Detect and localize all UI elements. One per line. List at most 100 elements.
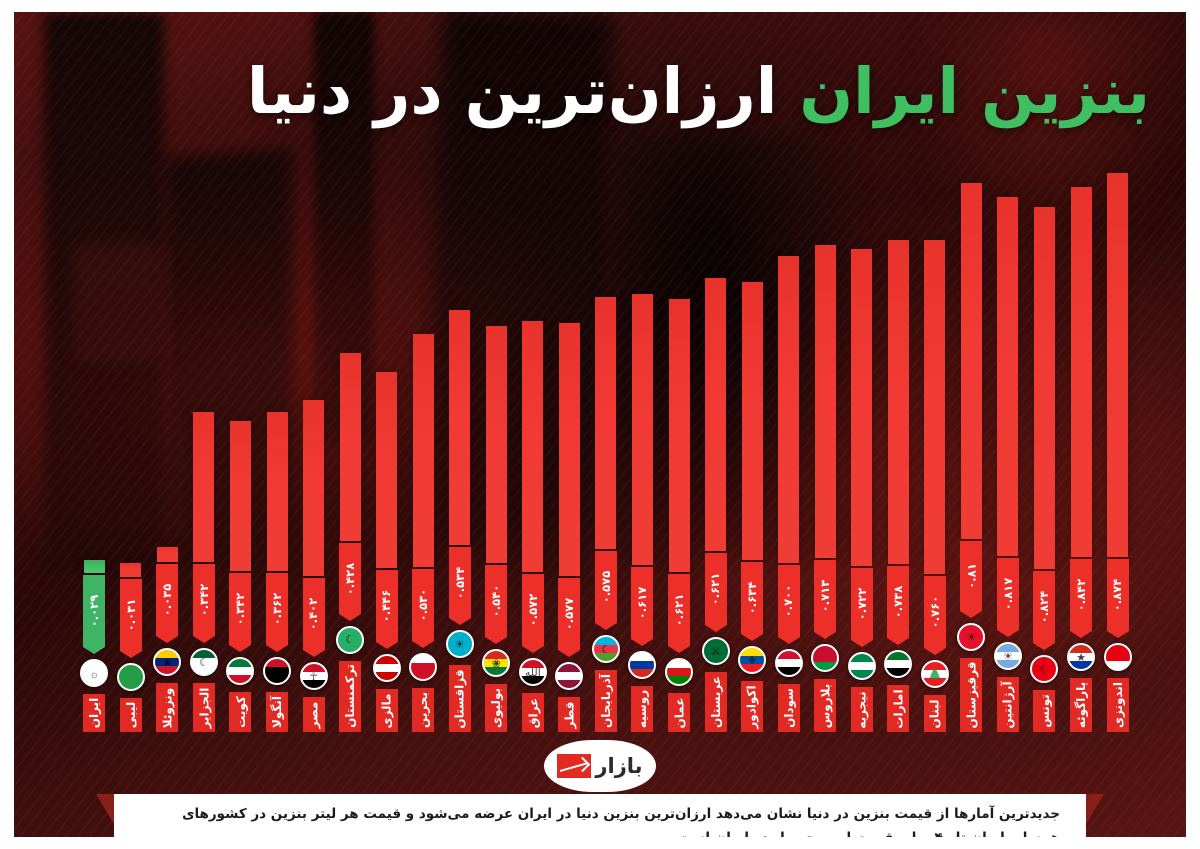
flag-belarus: [811, 644, 840, 672]
bar-russia: [631, 294, 653, 565]
bar-area: [1099, 162, 1136, 557]
value-label-pennant: ۰.۳۶۲: [266, 573, 288, 652]
bar-area: [880, 169, 917, 564]
value-label-pennant: ۰.۸۱: [960, 540, 983, 618]
flag-emblem-icon: ۞: [91, 666, 98, 680]
country-label-tunisia: تونس: [1033, 690, 1056, 732]
flag-iraq: الله: [518, 658, 547, 686]
country-label-text: امارات: [891, 688, 906, 729]
bar-area: [76, 178, 113, 573]
bar-kuwait: [229, 420, 251, 571]
country-label-turkmenistan: ترکمنستان: [339, 660, 362, 732]
flag-angola: ★: [263, 657, 291, 685]
bar-area: [295, 181, 332, 576]
bar-nigeria: [851, 249, 873, 566]
flag-emblem-icon: ☾: [345, 633, 356, 647]
value-label-pennant: ۰.۴۴۶: [375, 570, 398, 649]
bar-chart: ۰.۰۲۹ ۞ ایران ۰.۰۳۱ لیبی ۰.۰۳۵ ★ ونزوئلا ۰.۳۴۲ ☾ ا…: [76, 152, 1136, 732]
bar-venezuela: [156, 546, 178, 562]
value-label-pennant: ۰.۸۲۴: [1033, 571, 1056, 650]
country-label-text: الجزایر: [196, 687, 211, 728]
country-label-malaysia: مالزی: [375, 689, 398, 732]
value-label: ۰.۶۲۱: [708, 572, 723, 606]
bar-ecuador: [741, 281, 763, 560]
bar-iran: [83, 560, 105, 573]
country-label-text: سودان: [781, 688, 796, 728]
bar-paraguay: [1070, 187, 1092, 557]
flag-emblem-icon: ★: [272, 664, 282, 678]
caption-text: جدیدترین آمارها از قیمت بنزین در دنیا نش…: [182, 806, 1060, 837]
flag-iran: ۞: [80, 659, 109, 687]
title-block: بنزین ایران ارزان‌ترین در دنیا: [134, 55, 1151, 128]
country-label-kuwait: کویت: [229, 692, 252, 732]
flag-emblem-icon: ⚔: [710, 644, 721, 658]
chart-column: ۰.۴۲۸ ☾ ترکمنستان: [332, 152, 369, 732]
value-label: ۰.۷۶۰: [927, 595, 942, 629]
country-label-angola: آنگولا: [266, 692, 288, 732]
country-label-text: عمان: [672, 697, 687, 728]
bar-saudi-arabia: [705, 278, 727, 551]
country-label-bahrain: بحرین: [412, 688, 435, 732]
bar-azerbaijan: [595, 296, 617, 549]
flag-emblem-icon: ☥: [309, 669, 318, 683]
value-label-pennant: ۰.۷۶۰: [923, 576, 946, 655]
bar-area: [222, 176, 259, 571]
flag-tunisia: ☾: [1030, 655, 1059, 683]
flag-azerbaijan: ☾: [591, 635, 620, 663]
country-label-belarus: بلاروس: [814, 679, 837, 732]
flag-bahrain: [409, 653, 438, 681]
country-label-text: لیبی: [123, 701, 138, 729]
flag-russia: [628, 651, 657, 679]
chart-column: ۰.۶۲۱ ⚔ عربستان: [697, 152, 734, 732]
flag-emblem-icon: ★: [1076, 650, 1086, 664]
value-label-pennant: ۰.۶۲۱: [668, 574, 691, 653]
chart-column: ۰.۷۶۰ 🌲 لبنان: [917, 152, 954, 732]
value-label: ۰.۵۷۵: [598, 570, 613, 604]
bar-area: [113, 182, 150, 577]
value-label-pennant: ۰.۳۴۲: [229, 573, 252, 652]
value-label-pennant: ۰.۵۴۰: [485, 565, 508, 644]
country-label-saudi-arabia: عربستان: [704, 672, 727, 732]
chart-column: ۰.۷۲۲ نیجریه: [843, 152, 880, 732]
country-label-text: پاراگوئه: [1074, 681, 1089, 729]
country-label-venezuela: ونزوئلا: [156, 683, 179, 732]
value-label-pennant: ۰.۸۴۲: [1070, 559, 1093, 638]
chart-column: ۰.۳۴۲ کویت: [222, 152, 259, 732]
chart-column: ۰.۶۱۷ روسیه: [624, 152, 661, 732]
country-label-lebanon: لبنان: [923, 695, 946, 732]
chart-column: ۰.۴۰۲ ☥ مصر: [295, 152, 332, 732]
country-label-text: عراق: [525, 697, 540, 728]
flag-indonesia: [1103, 643, 1132, 671]
chart-column: ۰.۵۴۰ ❀ بولیوی: [478, 152, 515, 732]
flag-uae: [884, 650, 913, 678]
value-label-pennant: ۰.۰۳۱: [119, 579, 142, 658]
value-label-pennant: ۰.۰۲۹: [83, 575, 106, 654]
flag-bolivia: ❀: [482, 649, 511, 677]
chart-column: ۰.۴۴۶ مالزی: [368, 152, 405, 732]
title-white-part: ارزان‌ترین در دنیا: [246, 55, 779, 128]
title-green-part: بنزین ایران: [799, 55, 1151, 128]
flag-emblem-icon: ☀: [454, 637, 465, 651]
country-label-text: مصر: [306, 701, 321, 728]
infographic-poster: بنزین ایران ارزان‌ترین در دنیا ۰.۰۲۹ ۞ ایر…: [14, 12, 1186, 837]
chart-column: ۰.۵۷۷ قطر: [551, 152, 588, 732]
value-label: ۰.۸۱: [964, 563, 979, 589]
chart-column: ۰.۵۳۴ ☀ قزاقستان: [441, 152, 478, 732]
country-label-text: لبنان: [927, 698, 942, 729]
bar-area: [917, 179, 954, 574]
flag-emblem-icon: ☀: [966, 630, 977, 644]
flag-emblem-icon: ★: [162, 655, 173, 669]
country-label-algeria: الجزایر: [192, 683, 215, 732]
value-label-pennant: ۰.۸۱۷: [996, 558, 1019, 637]
flag-emblem-icon: ❀: [491, 656, 501, 670]
country-label-uae: امارات: [887, 685, 910, 732]
country-label-text: عربستان: [708, 675, 723, 729]
value-label: ۰.۰۳۱: [123, 598, 138, 632]
chart-column: ۰.۵۷۲ الله عراق: [515, 152, 552, 732]
bar-area: [661, 177, 698, 572]
bar-area: [843, 171, 880, 566]
country-label-text: بحرین: [416, 692, 431, 728]
bar-area: [807, 163, 844, 558]
value-label: ۰.۵۳۴: [452, 566, 467, 599]
value-label-pennant: ۰.۶۳۴: [741, 562, 764, 641]
